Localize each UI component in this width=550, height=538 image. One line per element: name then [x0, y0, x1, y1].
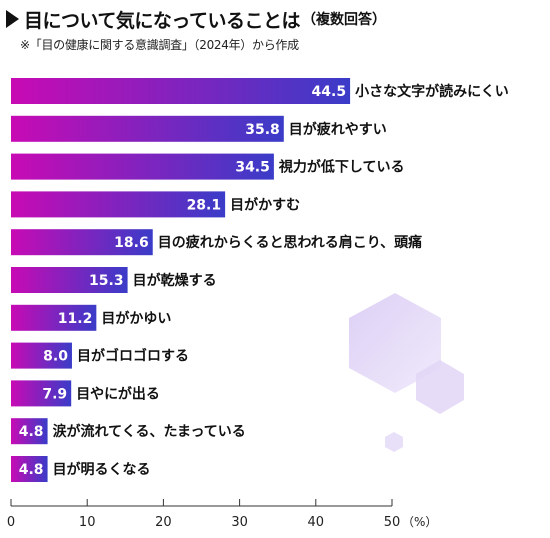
- triangle-marker-icon: [6, 10, 19, 28]
- category-label: 目がかすむ: [230, 196, 300, 213]
- value-label: 4.8: [19, 462, 44, 478]
- bar: [11, 229, 153, 256]
- unit-label: （%）: [402, 515, 437, 529]
- value-label: 44.5: [312, 84, 347, 100]
- source-note: ※「目の健康に関する意識調査」（2024年）から作成: [20, 38, 299, 52]
- value-label: 35.8: [245, 122, 280, 138]
- tick-label: 0: [7, 515, 15, 530]
- tick-label: 40: [308, 515, 325, 530]
- category-label: 目が乾燥する: [133, 272, 217, 289]
- bar: [11, 78, 351, 104]
- bar: [11, 153, 274, 180]
- category-label: 涙が流れてくる、たまっている: [53, 423, 246, 440]
- bar: [11, 191, 226, 218]
- tick-label: 10: [79, 515, 96, 530]
- hexagon-small-icon: [385, 432, 403, 452]
- bar: [11, 418, 48, 445]
- value-label: 28.1: [187, 197, 222, 213]
- subtitle-text: （複数回答）: [301, 12, 386, 28]
- title-text: 目について気になっていることは: [24, 9, 300, 32]
- bar: [11, 304, 97, 331]
- tick-label: 50: [384, 515, 401, 530]
- hexagon-large-icon: [349, 293, 441, 393]
- category-label: 目やにが出る: [76, 385, 160, 402]
- bar: [11, 267, 128, 293]
- bar: [11, 342, 72, 369]
- category-label: 目が明るくなる: [53, 461, 151, 478]
- value-label: 4.8: [19, 424, 44, 440]
- bar: [11, 456, 48, 482]
- hexagon-medium-icon: [416, 360, 464, 414]
- category-label: 目が疲れやすい: [289, 121, 387, 138]
- tick-label: 20: [155, 515, 172, 530]
- value-label: 15.3: [89, 273, 124, 289]
- decorative-hexagons: [349, 293, 464, 452]
- value-label: 11.2: [58, 311, 93, 327]
- value-label: 7.9: [42, 386, 67, 402]
- bars-group: 44.5 小さな文字が読みにくい 35.8 目が疲れやすい 34.5 視力が低下している 2…: [11, 78, 509, 482]
- bar: [11, 380, 72, 407]
- chart-title: 目について気になっていることは （複数回答）: [6, 6, 386, 32]
- category-label: 目の疲れからくると思われる肩こり、頭痛: [158, 234, 422, 251]
- bar: [11, 115, 284, 142]
- category-label: 視力が低下している: [278, 159, 405, 176]
- category-label: 小さな文字が読みにくい: [355, 83, 509, 100]
- x-axis: 0 10 20 30 40 50 （%）: [7, 499, 437, 530]
- value-label: 18.6: [114, 235, 149, 251]
- category-label: 目がゴロゴロする: [77, 348, 189, 365]
- category-label: 目がかゆい: [101, 310, 171, 327]
- value-label: 34.5: [235, 160, 270, 176]
- tick-label: 30: [231, 515, 248, 530]
- value-label: 8.0: [43, 349, 68, 365]
